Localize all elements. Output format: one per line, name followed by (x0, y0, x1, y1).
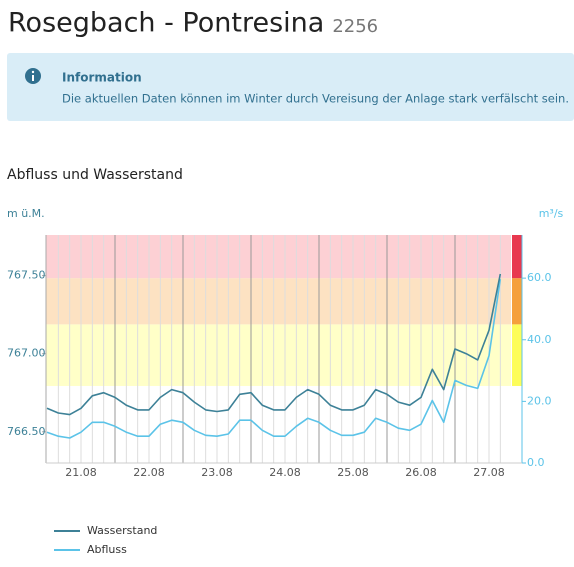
x-tick-label: 21.08 (65, 466, 97, 479)
info-title: Information (62, 71, 142, 85)
threshold-strip (512, 324, 522, 386)
x-tick-label: 25.08 (337, 466, 369, 479)
info-icon-bar (32, 75, 34, 81)
chart-title: Abfluss und Wasserstand (7, 167, 183, 183)
x-tick-label: 26.08 (405, 466, 437, 479)
y2-tick-label: 0.0 (527, 456, 545, 469)
y2-tick-label: 60.0 (527, 271, 552, 284)
y2-tick-label: 20.0 (527, 394, 552, 407)
y2-axis-title: m³/s (539, 207, 564, 220)
x-tick-label: 22.08 (133, 466, 165, 479)
series-line (46, 278, 502, 439)
series-line (46, 273, 502, 416)
x-tick-label: 24.08 (269, 466, 301, 479)
threshold-band (46, 278, 511, 325)
info-icon-dot (31, 70, 35, 74)
legend-label: Abfluss (87, 543, 127, 556)
y-tick-label: 767.50 (7, 269, 46, 282)
info-text: Die aktuellen Daten können im Winter dur… (62, 92, 569, 106)
y-tick-label: 766.50 (7, 425, 46, 438)
info-box (7, 53, 574, 121)
station-id: 2256 (332, 16, 378, 37)
y-axis-title: m ü.M. (7, 207, 45, 220)
y-tick-label: 767.00 (7, 347, 46, 360)
y2-tick-label: 40.0 (527, 333, 552, 346)
x-tick-label: 23.08 (201, 466, 233, 479)
legend-label: Wasserstand (87, 524, 157, 537)
page-title: Rosegbach - Pontresina (8, 8, 324, 39)
threshold-strip (512, 235, 522, 279)
threshold-strip (512, 278, 522, 325)
threshold-band (46, 324, 511, 386)
threshold-band (46, 235, 511, 279)
x-tick-label: 27.08 (473, 466, 505, 479)
